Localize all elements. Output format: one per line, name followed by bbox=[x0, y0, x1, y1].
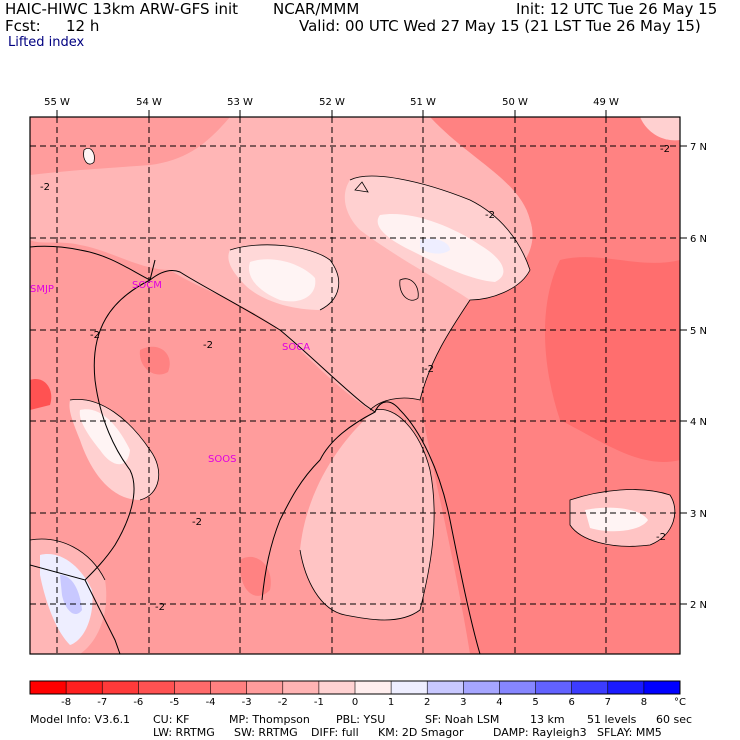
colorbar-tick-labels: -8 -7 -6 -5 -4 -3 -2 -1 0 1 2 3 4 5 6 7 8 bbox=[61, 697, 647, 708]
colorbar-swatch bbox=[499, 681, 537, 694]
station-label: SOCM bbox=[132, 280, 162, 291]
station-label: SMJP bbox=[30, 284, 54, 295]
colorbar-tick-label: 7 bbox=[605, 697, 611, 708]
colorbar-swatch bbox=[391, 681, 428, 694]
colorbar-swatch bbox=[463, 681, 500, 694]
field-name: Lifted index bbox=[8, 35, 85, 50]
colorbar-tick-label: 6 bbox=[568, 697, 574, 708]
footer-timestep: 60 sec bbox=[656, 713, 693, 726]
lon-label: 51 W bbox=[410, 97, 436, 108]
footer-km: KM: 2D Smagor bbox=[378, 726, 464, 739]
colorbar-swatch bbox=[246, 681, 284, 694]
colorbar bbox=[29, 680, 681, 695]
lon-label: 55 W bbox=[44, 97, 70, 108]
colorbar-tick-label: -1 bbox=[314, 697, 324, 708]
colorbar-tick-label: 0 bbox=[352, 697, 358, 708]
footer-sw: SW: RRTMG bbox=[234, 726, 298, 739]
colorbar-swatch bbox=[643, 681, 681, 694]
contour-label: -2 bbox=[656, 532, 666, 543]
footer-pbl: PBL: YSU bbox=[336, 713, 386, 726]
lat-label: 7 N bbox=[690, 142, 707, 153]
lon-label: 50 W bbox=[502, 97, 528, 108]
forecast-label: Fcst: bbox=[5, 17, 41, 35]
footer-sflay: SFLAY: MM5 bbox=[597, 726, 662, 739]
colorbar-tick-label: 2 bbox=[424, 697, 430, 708]
colorbar-tick-label: -5 bbox=[169, 697, 179, 708]
colorbar-swatch bbox=[282, 681, 320, 694]
colorbar-swatch bbox=[174, 681, 212, 694]
lon-label: 49 W bbox=[593, 97, 619, 108]
footer-model-info: Model Info: V3.6.1 bbox=[30, 713, 131, 726]
colorbar-swatch bbox=[535, 681, 573, 694]
colorbar-swatch bbox=[102, 681, 139, 694]
footer-lw: LW: RRTMG bbox=[153, 726, 215, 739]
station-label: SOCA bbox=[282, 342, 310, 353]
contour-lines bbox=[30, 147, 676, 621]
colorbar-tick-label: 4 bbox=[496, 697, 502, 708]
station-label: SOOS bbox=[208, 454, 236, 465]
contour-label: -2 bbox=[424, 364, 434, 375]
lat-label: 6 N bbox=[690, 234, 707, 245]
lon-label: 52 W bbox=[319, 97, 345, 108]
forecast-hour: 12 h bbox=[66, 17, 100, 35]
contour-label: -2 bbox=[40, 182, 50, 193]
colorbar-tick-label: -8 bbox=[61, 697, 71, 708]
colorbar-swatch bbox=[210, 681, 248, 694]
colorbar-tick-label: -6 bbox=[133, 697, 143, 708]
lat-label: 3 N bbox=[690, 509, 707, 520]
footer-mp: MP: Thompson bbox=[229, 713, 310, 726]
contour-label: -2 bbox=[192, 517, 202, 528]
colorbar-tick-label: -3 bbox=[242, 697, 252, 708]
init-time: Init: 12 UTC Tue 26 May 15 bbox=[516, 0, 718, 18]
colorbar-swatch bbox=[571, 681, 609, 694]
colorbar-swatch bbox=[427, 681, 464, 694]
colorbar-swatch bbox=[66, 681, 103, 694]
colorbar-swatch bbox=[138, 681, 175, 694]
footer-diff: DIFF: full bbox=[311, 726, 359, 739]
colorbar-tick-label: 8 bbox=[641, 697, 647, 708]
colorbar-swatch bbox=[607, 681, 645, 694]
colorbar-tick-label: -7 bbox=[97, 697, 107, 708]
colorbar-tick-label: -2 bbox=[278, 697, 288, 708]
footer-levels: 51 levels bbox=[587, 713, 637, 726]
axis-ticks bbox=[56, 110, 687, 605]
colorbar-tick-label: 5 bbox=[532, 697, 538, 708]
lon-label: 53 W bbox=[227, 97, 253, 108]
lat-label: 5 N bbox=[690, 326, 707, 337]
shaded-field bbox=[30, 117, 680, 654]
colorbar-tick-label: 3 bbox=[460, 697, 466, 708]
map-frame bbox=[29, 116, 681, 655]
lon-label: 54 W bbox=[136, 97, 162, 108]
colorbar-unit: °C bbox=[674, 697, 686, 708]
contour-label: -2 bbox=[155, 602, 165, 613]
colorbar-tick-label: -4 bbox=[206, 697, 216, 708]
colorbar-swatch bbox=[318, 681, 356, 694]
colorbar-swatch bbox=[355, 681, 392, 694]
coastline-and-borders bbox=[30, 245, 481, 654]
contour-label: -2 bbox=[485, 210, 495, 221]
contour-label: -2 bbox=[203, 340, 213, 351]
colorbar-tick-label: 1 bbox=[388, 697, 394, 708]
lat-label: 2 N bbox=[690, 600, 707, 611]
lat-label: 4 N bbox=[690, 417, 707, 428]
contour-label: -2 bbox=[660, 144, 670, 155]
colorbar-swatch bbox=[30, 681, 67, 694]
lat-lon-grid bbox=[30, 117, 680, 654]
model-title: HAIC-HIWC 13km ARW-GFS init bbox=[5, 0, 239, 18]
footer-damp: DAMP: Rayleigh3 bbox=[493, 726, 587, 739]
contour-label: -2 bbox=[90, 330, 100, 341]
footer-resolution: 13 km bbox=[530, 713, 565, 726]
footer-cu: CU: KF bbox=[153, 713, 190, 726]
footer-sf: SF: Noah LSM bbox=[425, 713, 500, 726]
valid-time: Valid: 00 UTC Wed 27 May 15 (21 LST Tue … bbox=[299, 17, 701, 35]
organization: NCAR/MMM bbox=[273, 0, 360, 18]
